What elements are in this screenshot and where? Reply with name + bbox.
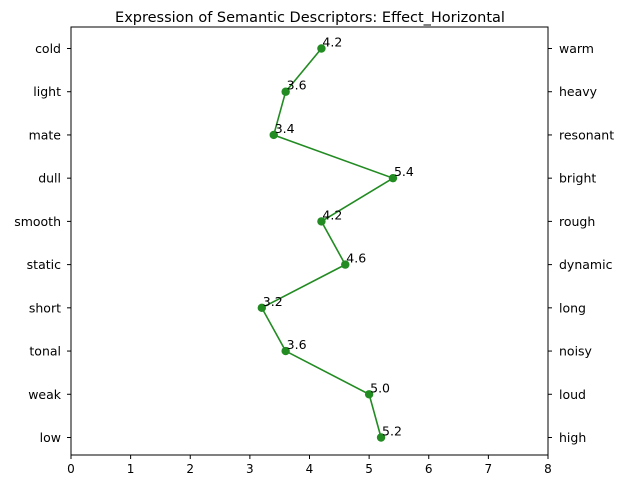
data-value-label: 4.2 <box>322 35 342 50</box>
x-tick-label: 1 <box>127 462 135 476</box>
data-value-label: 3.6 <box>287 78 307 93</box>
right-descriptor-label: bright <box>559 171 596 186</box>
left-descriptor-label: mate <box>29 127 62 142</box>
x-tick-label: 5 <box>365 462 373 476</box>
chart-title: Expression of Semantic Descriptors: Effe… <box>115 10 505 26</box>
series-line <box>260 47 395 438</box>
right-descriptor-label: high <box>559 430 586 445</box>
left-descriptor-label: tonal <box>29 344 61 359</box>
left-descriptor-label: short <box>29 300 61 315</box>
right-descriptor-label: rough <box>559 214 595 229</box>
data-value-label: 3.2 <box>263 294 283 309</box>
plot-area-frame <box>70 26 549 456</box>
x-tick-label: 0 <box>67 462 75 476</box>
data-value-label: 5.0 <box>370 380 390 395</box>
left-descriptor-label: static <box>27 257 61 272</box>
x-axis: 0 1 2 3 4 5 6 7 8 <box>67 455 552 476</box>
left-descriptor-label: light <box>33 84 61 99</box>
data-value-label: 4.6 <box>346 251 366 266</box>
left-descriptor-label: low <box>40 430 61 445</box>
x-tick-label: 2 <box>186 462 194 476</box>
left-descriptor-label: dull <box>38 171 61 186</box>
data-points <box>257 44 398 442</box>
right-descriptor-label: warm <box>559 41 594 56</box>
x-tick-label: 8 <box>544 462 552 476</box>
right-descriptor-label: noisy <box>559 344 593 359</box>
x-tick-label: 3 <box>246 462 254 476</box>
data-point <box>317 217 326 226</box>
right-descriptor-label: resonant <box>559 127 614 142</box>
series-line-group <box>260 47 395 438</box>
data-point <box>281 87 290 96</box>
left-descriptor-label: weak <box>28 387 62 402</box>
left-y-axis: cold light mate dull smooth static short tonal w… <box>14 41 71 445</box>
x-tick-label: 7 <box>485 462 493 476</box>
data-value-label: 5.2 <box>382 424 402 439</box>
right-y-axis: warm heavy resonant bright rough dynamic long n… <box>548 41 614 445</box>
data-value-label: 4.2 <box>322 207 342 222</box>
x-tick-label: 6 <box>425 462 433 476</box>
right-descriptor-label: heavy <box>559 84 598 99</box>
data-point <box>257 303 266 313</box>
data-point <box>281 346 290 356</box>
right-descriptor-label: dynamic <box>559 257 613 272</box>
data-point <box>388 173 398 183</box>
data-value-label: 5.4 <box>394 164 414 179</box>
data-point <box>376 433 386 442</box>
right-descriptor-label: loud <box>559 387 586 402</box>
x-tick-label: 4 <box>306 462 314 476</box>
left-descriptor-label: smooth <box>14 214 61 229</box>
data-value-label: 3.4 <box>275 121 295 136</box>
data-value-label: 3.6 <box>287 337 307 352</box>
data-value-labels: 4.2 3.6 3.4 5.4 4.2 4.6 3.2 3.6 5.0 5.2 <box>263 35 414 439</box>
data-point <box>364 390 374 399</box>
data-point <box>341 260 350 269</box>
data-point <box>317 44 326 53</box>
data-point <box>269 130 278 140</box>
right-descriptor-label: long <box>559 300 586 315</box>
left-descriptor-label: cold <box>35 41 61 56</box>
